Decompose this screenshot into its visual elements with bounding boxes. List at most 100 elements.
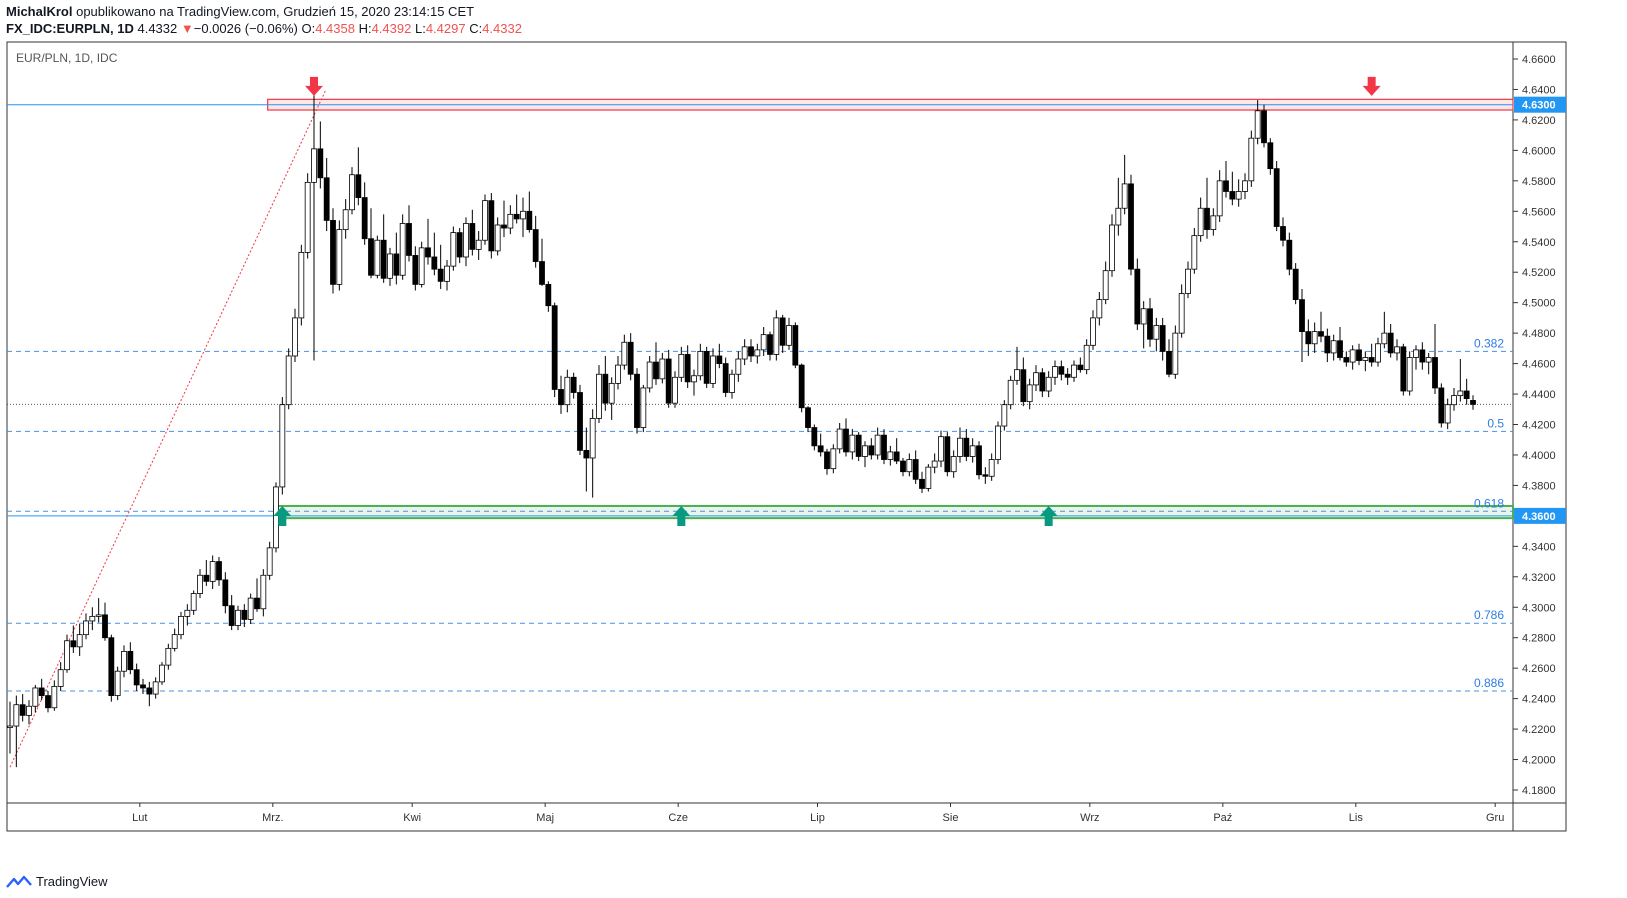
x-tick-label: Lip — [810, 812, 825, 824]
candle-body — [431, 256, 438, 270]
candle-body — [938, 436, 944, 462]
candle-body — [165, 647, 172, 666]
candle-body — [564, 376, 571, 406]
candle-body — [323, 177, 330, 221]
candle-body — [121, 651, 127, 672]
candle-body — [805, 407, 811, 428]
candle-body — [26, 705, 32, 716]
y-tick-label: 4.5600 — [1522, 206, 1556, 218]
x-tick-label: Gru — [1486, 812, 1504, 824]
candle-body — [843, 428, 849, 453]
candle-body — [1166, 350, 1172, 375]
footer: TradingView — [6, 874, 108, 889]
candle-body — [754, 349, 761, 357]
candle-body — [1400, 346, 1407, 392]
candle-body — [494, 224, 501, 252]
candle-body — [1425, 357, 1432, 363]
candle-body — [216, 561, 222, 581]
candle-body — [361, 197, 368, 240]
candle-body — [1381, 332, 1388, 345]
candle-body — [741, 346, 748, 360]
candle-body — [298, 252, 305, 319]
fib-level-label: 0.5 — [1487, 416, 1504, 430]
candle-body — [159, 664, 165, 683]
candle-body — [1286, 239, 1293, 270]
candle-body — [95, 614, 102, 617]
up-arrow-icon — [672, 505, 691, 526]
candle-body — [1248, 137, 1255, 182]
candle-body — [1140, 308, 1147, 325]
candle-body — [1216, 180, 1223, 217]
candle-body — [1394, 346, 1400, 354]
candle-body — [1026, 384, 1033, 403]
candle-body — [387, 253, 393, 279]
candle-body — [1007, 379, 1014, 406]
candle-body — [45, 695, 51, 709]
candle-body — [235, 609, 241, 626]
last-price: 4.4332 — [137, 21, 178, 36]
candle-body — [773, 317, 780, 355]
candle-body — [1077, 364, 1084, 371]
candle-body — [209, 561, 216, 582]
candle-body — [317, 148, 324, 179]
price-axis-badge-label: 4.6300 — [1522, 100, 1556, 112]
candle-body — [1368, 357, 1375, 363]
y-tick-label: 4.4600 — [1522, 359, 1556, 371]
candle-body — [32, 687, 39, 707]
candle-body — [1229, 191, 1236, 200]
candle-body — [1204, 207, 1210, 230]
tradingview-brand[interactable]: TradingView — [36, 874, 108, 889]
price-axis-badge-label: 4.3600 — [1522, 511, 1556, 523]
candle-body — [1444, 404, 1451, 424]
candle-body — [817, 445, 824, 453]
candle-body — [279, 404, 286, 488]
candle-body — [811, 427, 818, 447]
candle-body — [1090, 317, 1096, 346]
candle-body — [127, 651, 134, 671]
open-value: 4.4358 — [315, 21, 355, 36]
candle-body — [887, 451, 894, 460]
fib-level-label: 0.786 — [1474, 608, 1504, 622]
candle-body — [944, 436, 951, 473]
candle-body — [1261, 110, 1267, 144]
candle-body — [1375, 343, 1381, 363]
fib-level-label: 0.382 — [1474, 336, 1504, 350]
x-tick-label: Cze — [668, 812, 688, 824]
candle-body — [1197, 207, 1204, 237]
price-change: −0.0026 (−0.06%) — [193, 21, 298, 36]
author-name[interactable]: MichalKrol — [6, 4, 73, 19]
candle-body — [1362, 357, 1369, 361]
candle-body — [1052, 366, 1058, 378]
candle-body — [380, 239, 387, 279]
candle-body — [1071, 364, 1077, 378]
candle-body — [266, 547, 273, 576]
candle-body — [1413, 349, 1419, 358]
candle-body — [64, 640, 70, 671]
candle-body — [13, 704, 20, 727]
candle-body — [1343, 357, 1350, 363]
candle-body — [285, 355, 292, 406]
candle-body — [1273, 168, 1280, 227]
candle-body — [349, 174, 355, 211]
x-tick-label: Sie — [943, 812, 959, 824]
candle-body — [1330, 340, 1337, 354]
candle-body — [710, 355, 716, 384]
candle-body — [1356, 349, 1362, 361]
open-label: O: — [301, 21, 316, 36]
candle-body — [114, 670, 121, 696]
candle-body — [1121, 183, 1128, 209]
candle-body — [1172, 332, 1179, 375]
candle-body — [412, 255, 419, 285]
candle-body — [1463, 390, 1470, 400]
candle-body — [469, 223, 476, 250]
candle-body — [456, 232, 463, 258]
candle-body — [855, 434, 862, 457]
candle-body — [1102, 270, 1109, 301]
candle-body — [1254, 110, 1261, 139]
candle-body — [1185, 268, 1191, 294]
candle-body — [1210, 215, 1217, 230]
ohlc-header: FX_IDC:EURPLN, 1D 4.4332 ▼−0.0026 (−0.06… — [6, 21, 522, 36]
candle-body — [7, 725, 13, 728]
candle-body — [824, 451, 830, 470]
